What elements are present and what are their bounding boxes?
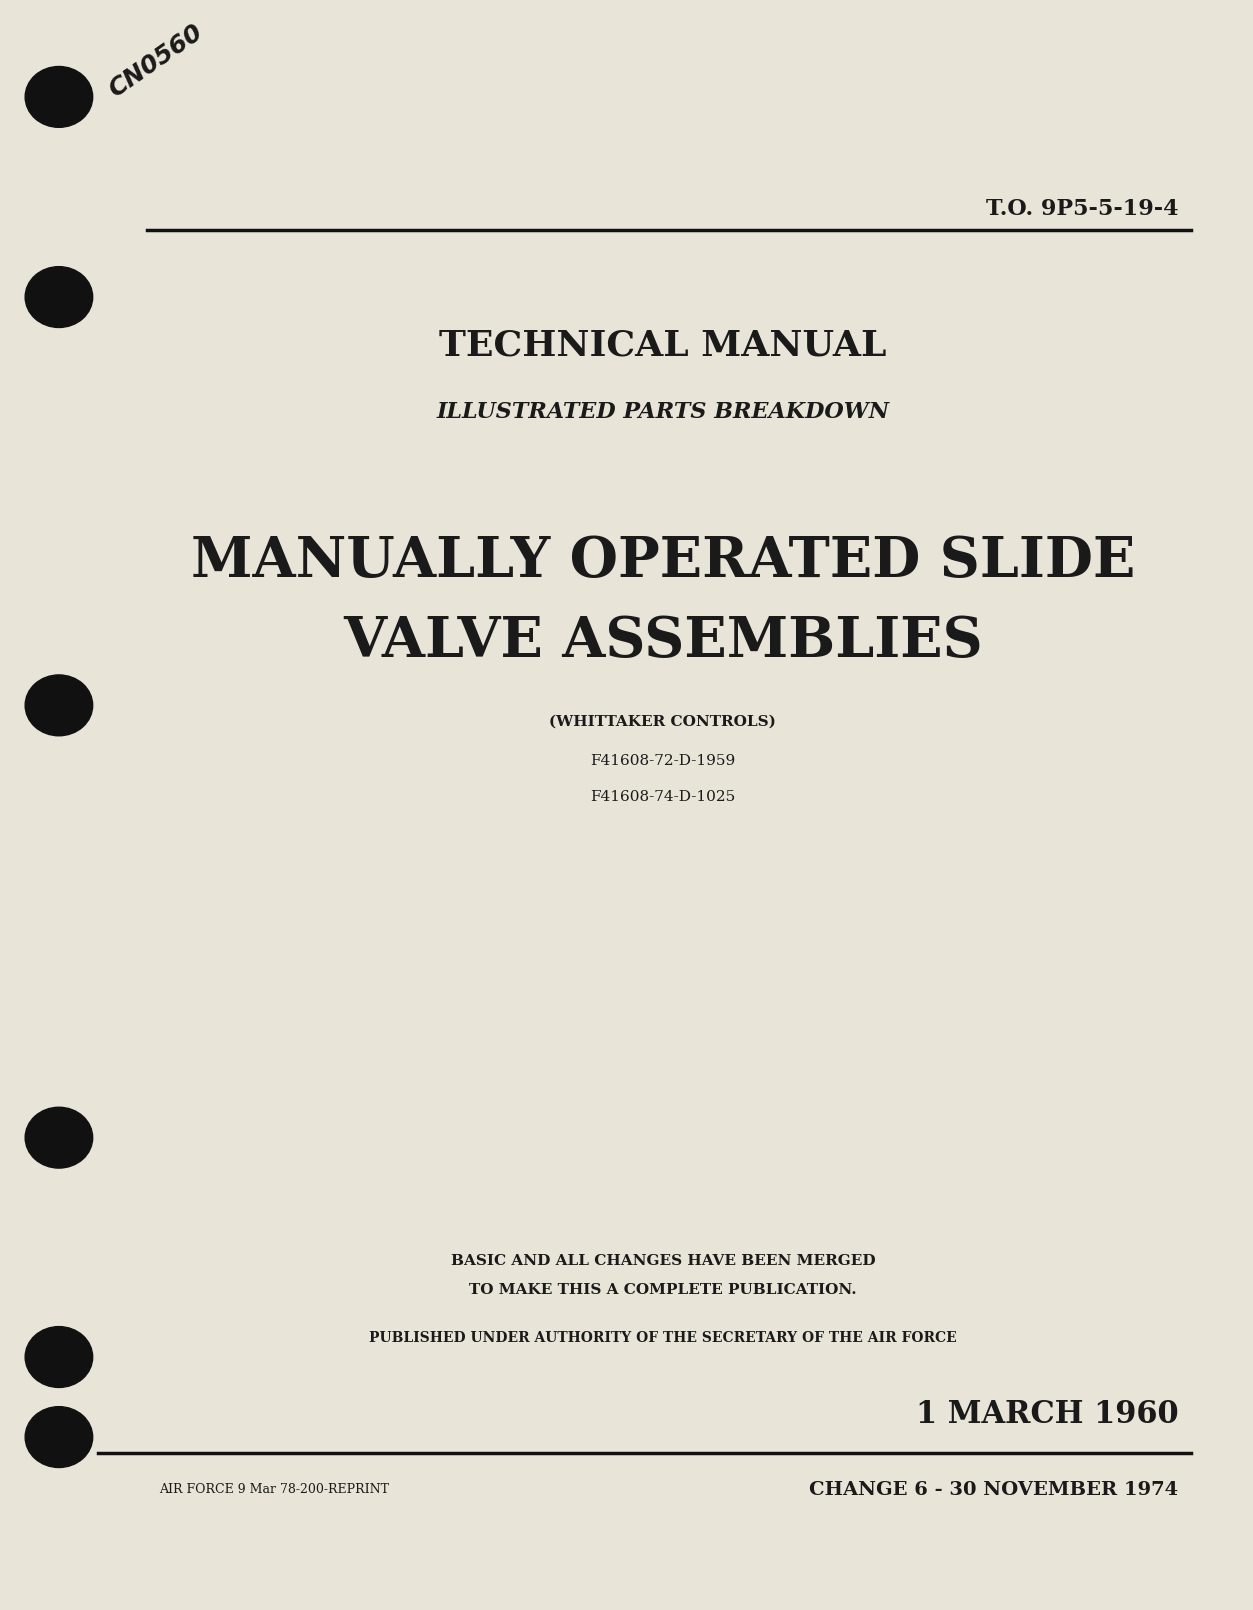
Ellipse shape [25,675,93,736]
Text: ILLUSTRATED PARTS BREAKDOWN: ILLUSTRATED PARTS BREAKDOWN [436,401,890,423]
Text: PUBLISHED UNDER AUTHORITY OF THE SECRETARY OF THE AIR FORCE: PUBLISHED UNDER AUTHORITY OF THE SECRETA… [368,1331,957,1344]
Text: CHANGE 6 - 30 NOVEMBER 1974: CHANGE 6 - 30 NOVEMBER 1974 [809,1481,1178,1499]
Text: 1 MARCH 1960: 1 MARCH 1960 [916,1399,1178,1430]
Ellipse shape [25,267,93,327]
Text: MANUALLY OPERATED SLIDE: MANUALLY OPERATED SLIDE [190,535,1135,589]
Ellipse shape [25,1327,93,1388]
Text: CN0560: CN0560 [104,19,207,101]
Text: TECHNICAL MANUAL: TECHNICAL MANUAL [439,328,887,362]
Text: TO MAKE THIS A COMPLETE PUBLICATION.: TO MAKE THIS A COMPLETE PUBLICATION. [469,1283,857,1296]
Text: T.O. 9P5-5-19-4: T.O. 9P5-5-19-4 [986,198,1178,221]
Text: VALVE ASSEMBLIES: VALVE ASSEMBLIES [343,613,982,668]
Text: F41608-72-D-1959: F41608-72-D-1959 [590,755,736,768]
Text: (WHITTAKER CONTROLS): (WHITTAKER CONTROLS) [549,715,777,728]
Ellipse shape [25,1108,93,1169]
Ellipse shape [25,1407,93,1467]
Text: BASIC AND ALL CHANGES HAVE BEEN MERGED: BASIC AND ALL CHANGES HAVE BEEN MERGED [451,1254,875,1269]
Ellipse shape [25,66,93,127]
Text: F41608-74-D-1025: F41608-74-D-1025 [590,789,736,803]
Text: AIR FORCE 9 Mar 78-200-REPRINT: AIR FORCE 9 Mar 78-200-REPRINT [159,1483,390,1496]
